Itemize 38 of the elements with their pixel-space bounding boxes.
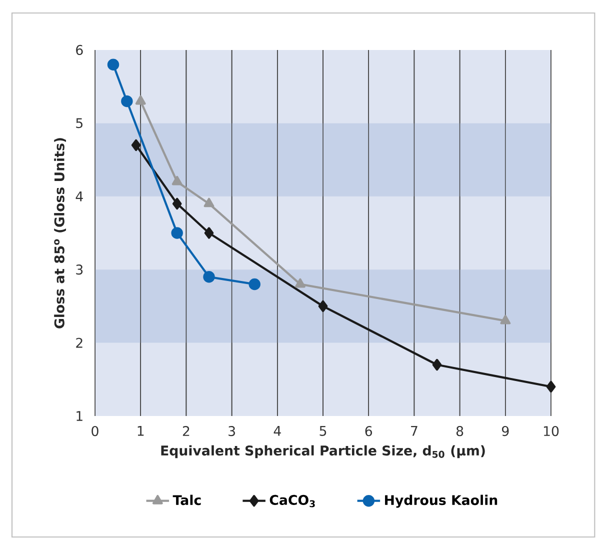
x-tick-label: 10 xyxy=(544,426,559,436)
x-tick-label: 7 xyxy=(411,426,418,436)
x-tick-label: 2 xyxy=(182,426,190,436)
legend-label: CaCO$_{3}$ xyxy=(270,494,315,508)
y-tick-label: 4 xyxy=(76,192,83,202)
y-tick-label: 1 xyxy=(76,411,82,421)
y-tick-label: 3 xyxy=(76,264,83,275)
point xyxy=(318,300,328,312)
x-tick-label: 5 xyxy=(320,426,326,436)
point xyxy=(171,227,183,239)
point xyxy=(172,198,182,210)
point xyxy=(203,271,215,283)
point xyxy=(500,314,511,324)
x-axis-title: Equivalent Spherical Particle Size, d$_{50}$ (µm) xyxy=(161,445,485,458)
x-tick-label: 1 xyxy=(138,426,144,436)
x-tick-label: 3 xyxy=(228,426,235,436)
point xyxy=(135,95,146,105)
x-tick-label: 0 xyxy=(92,426,98,436)
point xyxy=(546,380,556,393)
point xyxy=(131,139,141,152)
legend-label: Talc xyxy=(172,494,201,506)
x-tick-label: 8 xyxy=(456,426,464,436)
point xyxy=(204,227,214,239)
point xyxy=(172,176,182,186)
y-tick-label: 5 xyxy=(76,118,82,128)
x-tick-label: 9 xyxy=(502,426,509,436)
legend-label: Hydrous Kaolin xyxy=(385,494,498,508)
point xyxy=(204,198,214,208)
point xyxy=(107,58,120,71)
x-tick-label: 4 xyxy=(274,426,281,436)
point xyxy=(121,95,133,108)
point xyxy=(294,278,306,288)
y-axis-title: Gloss at 85$^{o}$ (Gloss Units) xyxy=(54,138,66,328)
x-tick-label: 6 xyxy=(365,426,372,436)
point xyxy=(248,278,260,290)
y-tick-label: 2 xyxy=(76,338,82,348)
point xyxy=(432,358,442,371)
y-tick-label: 6 xyxy=(76,44,83,56)
